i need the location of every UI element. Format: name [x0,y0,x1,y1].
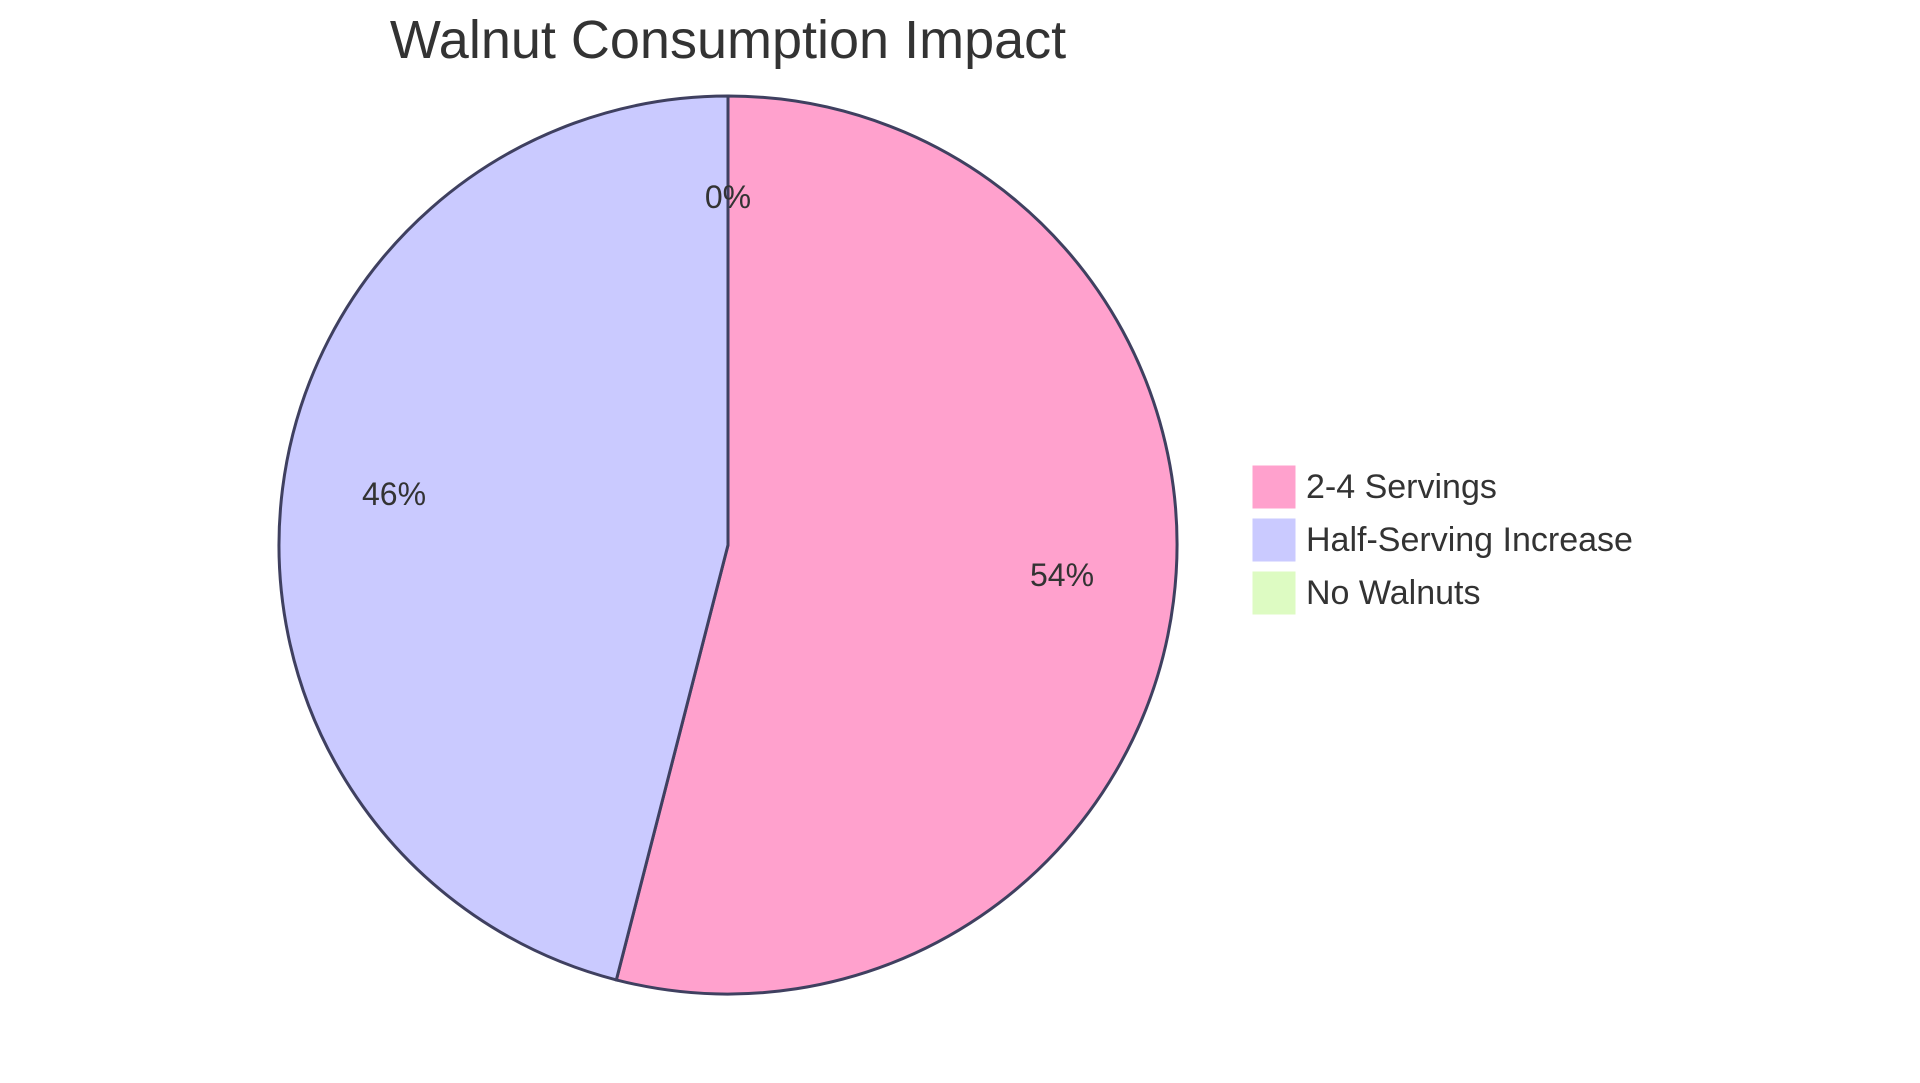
legend-swatch [1251,464,1297,510]
legend-label: 2-4 Servings [1306,468,1497,506]
pie-slices [277,94,1179,996]
legend-item-no-walnuts: No Walnuts [1251,570,1480,616]
slice-label-no-walnuts: 0% [705,179,751,215]
legend-item-half-serving-increase: Half-Serving Increase [1251,517,1633,563]
legend-label: Half-Serving Increase [1306,521,1633,559]
legend: 2-4 Servings Half-Serving Increase No Wa… [1251,464,1633,616]
legend-swatch [1251,517,1297,563]
legend-swatch [1251,570,1297,616]
pie-slice-half-serving-increase [277,94,730,982]
chart-title: Walnut Consumption Impact [390,10,1066,70]
legend-item-2-4-servings: 2-4 Servings [1251,464,1497,510]
slice-label-half-serving: 46% [362,476,426,512]
slice-label-2-4-servings: 54% [1030,557,1094,593]
pie-slice-2-4-servings [614,94,1179,996]
legend-label: No Walnuts [1306,574,1480,612]
